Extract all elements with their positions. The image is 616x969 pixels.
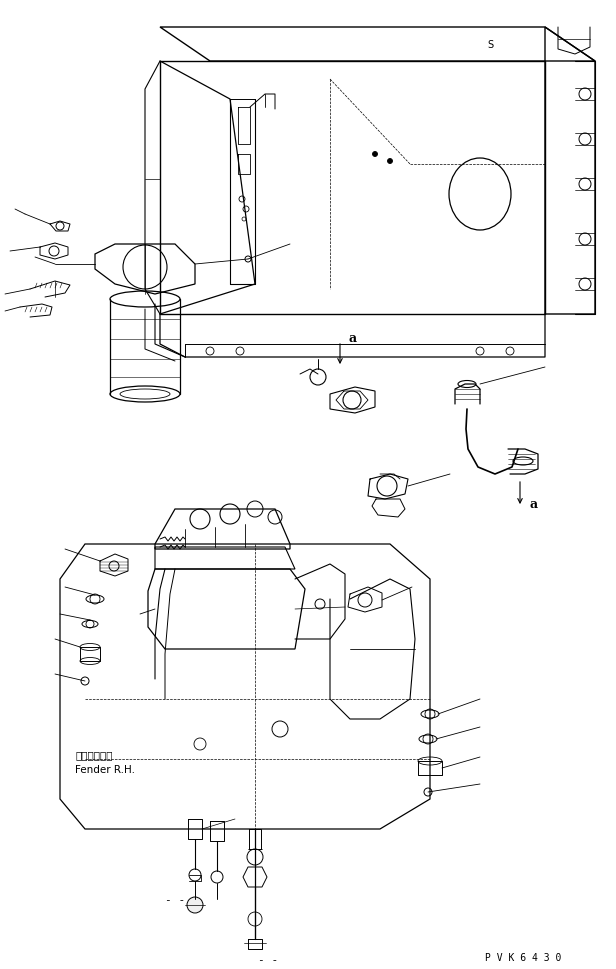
Text: a: a <box>530 498 538 511</box>
Circle shape <box>387 159 392 165</box>
Circle shape <box>187 897 203 913</box>
Text: a: a <box>348 331 356 344</box>
Text: P V K 6 4 3 0: P V K 6 4 3 0 <box>485 952 561 962</box>
Text: - -: - - <box>258 954 278 964</box>
Circle shape <box>373 152 378 157</box>
Text: Fender R.H.: Fender R.H. <box>75 765 135 774</box>
Text: - -: - - <box>165 894 185 904</box>
Text: S: S <box>487 40 493 50</box>
Text: フェンダ　右: フェンダ 右 <box>75 749 113 760</box>
